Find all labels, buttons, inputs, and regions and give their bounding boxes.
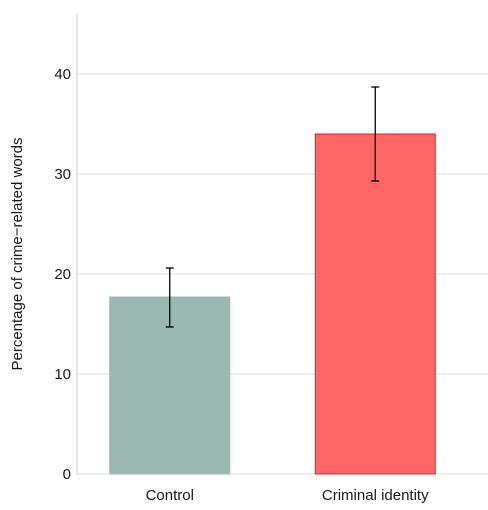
x-tick-label: Control <box>146 487 194 504</box>
y-tick-label: 20 <box>54 266 71 283</box>
error-bars-layer <box>165 86 380 328</box>
y-tick-label: 10 <box>54 366 71 383</box>
x-tick-label: Criminal identity <box>322 487 429 504</box>
bars-layer <box>109 133 436 475</box>
y-tick-label: 0 <box>63 466 71 483</box>
bar-criminal-identity <box>314 133 436 475</box>
y-tick-label: 40 <box>54 66 71 83</box>
y-tick-label: 30 <box>54 166 71 183</box>
tick-labels-layer: 0 10 20 30 40 Control Criminal identity <box>54 66 429 504</box>
y-axis-label: Percentage of crime−related words <box>9 137 26 370</box>
